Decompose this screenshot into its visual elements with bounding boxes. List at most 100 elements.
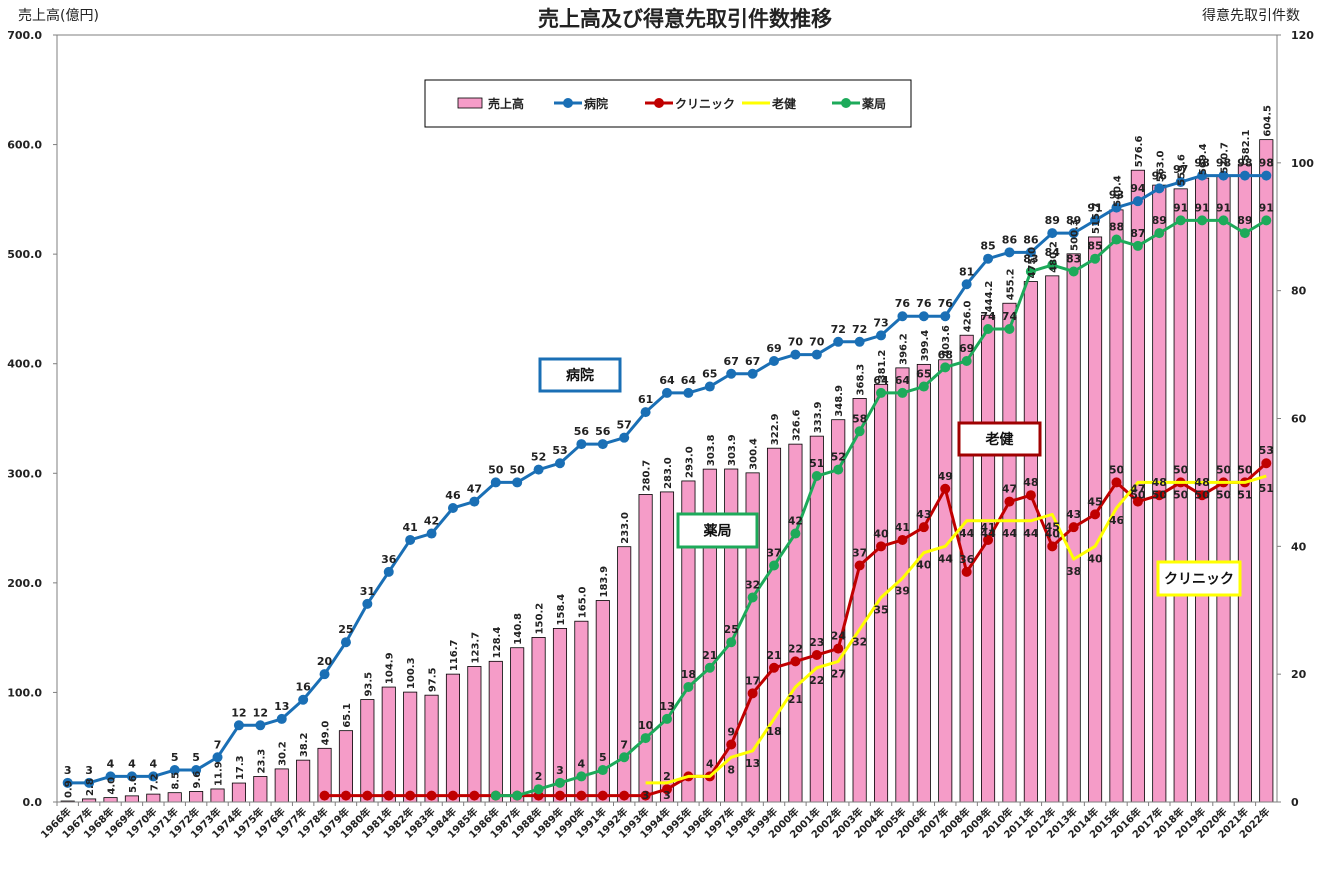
series-薬局-point	[897, 387, 908, 398]
series-老健-value-label: 27	[831, 667, 846, 680]
series-病院-point	[619, 432, 630, 443]
series-クリニック-point	[1090, 509, 1101, 520]
series-病院-point	[769, 355, 780, 366]
series-病院-point	[597, 439, 608, 450]
series-病院-point	[512, 477, 523, 488]
series-老健-value-label: 21	[788, 693, 803, 706]
callout-box	[676, 512, 759, 549]
sales-value-label: 5.6	[128, 775, 139, 793]
series-老健-value-label: 44	[980, 527, 996, 540]
series-クリニック-point	[640, 790, 651, 801]
series-クリニック-point	[619, 790, 630, 801]
sales-value-label: 233.0	[620, 512, 631, 544]
series-クリニック-point	[405, 790, 416, 801]
series-クリニック-value-label: 9	[727, 725, 735, 738]
left-tick-label: 200.0	[7, 577, 42, 590]
sales-value-label: 0.9	[64, 780, 75, 798]
series-病院-value-label: 98	[1237, 157, 1252, 170]
legend-label: 病院	[584, 96, 608, 111]
sales-value-label: 426.0	[963, 301, 974, 333]
series-クリニック-point	[833, 643, 844, 654]
series-病院-value-label: 86	[1023, 233, 1039, 246]
series-病院-point	[298, 694, 309, 705]
sales-value-label: 515.7	[1091, 202, 1102, 234]
right-tick-label: 120	[1291, 29, 1314, 42]
sales-value-label: 582.1	[1241, 130, 1252, 162]
sales-value-label: 570.7	[1219, 142, 1230, 174]
series-クリニック-point	[383, 790, 394, 801]
series-病院-point	[1004, 247, 1015, 258]
series-クリニック-value-label: 37	[852, 547, 867, 560]
series-病院-value-label: 76	[938, 297, 954, 310]
series-クリニック-value-label: 50	[1173, 463, 1189, 476]
callout-label: 老健	[986, 431, 1014, 448]
series-クリニック-value-label: 24	[831, 630, 847, 643]
series-病院-point	[148, 771, 159, 782]
series-老健-value-label: 51	[1259, 482, 1274, 495]
sales-value-label: 333.9	[813, 401, 824, 433]
sales-bar	[659, 491, 675, 803]
series-薬局-point	[619, 752, 630, 763]
series-病院-point	[126, 771, 137, 782]
sales-bar	[1088, 236, 1103, 803]
sales-value-label: 480.2	[1048, 241, 1059, 273]
series-薬局-value-label: 4	[578, 757, 586, 770]
series-クリニック-point	[769, 662, 780, 673]
series-クリニック-value-label: 50	[1237, 463, 1253, 476]
series-病院-value-label: 61	[638, 393, 653, 406]
series-薬局-value-label: 10	[638, 719, 654, 732]
sales-bar	[124, 795, 139, 803]
series-病院-value-label: 4	[149, 757, 157, 770]
series-クリニック-value-label: 41	[895, 521, 910, 534]
legend-swatch-marker	[563, 98, 573, 108]
sales-bar	[488, 660, 503, 803]
series-クリニック-point	[554, 790, 565, 801]
series-クリニック-point	[662, 784, 672, 795]
series-老健-value-label: 39	[895, 584, 910, 597]
series-クリニック-point	[1068, 522, 1079, 533]
callout-label: 薬局	[704, 523, 732, 540]
sales-value-label: 100.3	[406, 657, 417, 689]
sales-bar	[1023, 281, 1038, 803]
series-病院-value-label: 69	[766, 342, 781, 355]
series-病院-point	[1090, 215, 1101, 226]
left-tick-label: 400.0	[7, 358, 42, 371]
sales-value-label: 9.6	[192, 771, 203, 789]
series-クリニック-point	[576, 790, 587, 801]
series-病院-value-label: 25	[338, 623, 353, 636]
sales-value-label: 540.4	[1112, 175, 1123, 207]
series-クリニック-value-label: 23	[809, 636, 824, 649]
sales-value-label: 500.3	[1070, 219, 1081, 251]
series-病院-point	[961, 279, 972, 290]
sales-value-label: 280.7	[642, 460, 653, 492]
series-病院-point	[426, 528, 437, 539]
sales-bar	[617, 546, 632, 803]
series-薬局-point	[1111, 234, 1122, 245]
series-老健-value-label: 32	[852, 635, 867, 648]
series-病院-point	[1261, 170, 1272, 181]
series-病院-value-label: 67	[724, 355, 739, 368]
series-薬局-point	[1218, 215, 1229, 226]
series-病院-point	[383, 566, 394, 577]
series-老健-value-label: 3	[663, 789, 671, 802]
series-クリニック-value-label: 48	[1023, 476, 1038, 489]
sales-value-label: 183.9	[599, 566, 610, 598]
series-クリニック-value-label: 22	[788, 642, 803, 655]
series-クリニック-value-label: 4	[706, 757, 714, 770]
series-クリニック-point	[940, 483, 951, 494]
series-病院-value-label: 47	[467, 483, 482, 496]
sales-value-label: 348.9	[834, 385, 845, 417]
series-病院-value-label: 56	[574, 425, 590, 438]
series-老健-value-label: 46	[1109, 514, 1125, 527]
left-tick-label: 500.0	[7, 248, 42, 261]
series-薬局-point	[1175, 215, 1186, 226]
sales-value-label: 23.3	[256, 749, 267, 774]
series-老健-value-label: 18	[766, 725, 781, 738]
series-薬局-value-label: 74	[1002, 310, 1018, 323]
legend-label: 老健	[772, 96, 797, 111]
sales-bar	[424, 694, 439, 803]
series-クリニック-point	[362, 790, 373, 801]
callout-label: クリニック	[1164, 572, 1234, 588]
series-老健-value-label: 40	[916, 559, 932, 572]
